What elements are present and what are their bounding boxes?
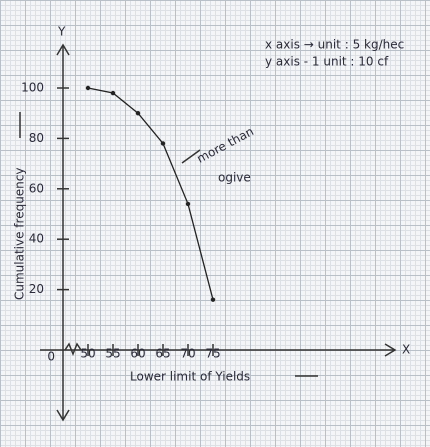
x-axis-arrow [384, 343, 397, 357]
x-tick-label: 60 [130, 347, 145, 361]
point [185, 201, 191, 207]
axis-break [64, 342, 82, 357]
y-tick-label: 60 [29, 181, 44, 195]
y-axis-arrow-down [56, 409, 70, 422]
x-tick-label: 70 [180, 347, 195, 361]
y-axis-letter: Y [57, 25, 66, 39]
annotation-arrow [181, 149, 201, 164]
annotation: ogive [218, 171, 251, 185]
y-tick-label: 20 [29, 282, 44, 296]
y-tick-label: 100 [21, 81, 44, 95]
scale-note: y axis - 1 unit : 10 cf [265, 55, 389, 69]
y-axis-label: Cumulative frequency [13, 168, 27, 301]
scale-note: x axis → unit : 5 kg/hec [265, 38, 404, 52]
annotation: more than [194, 124, 255, 166]
x-axis-label: Lower limit of Yields [130, 370, 250, 384]
point [110, 90, 116, 96]
point [210, 297, 216, 302]
y-tick-label: 80 [29, 131, 44, 145]
x-axis-letter: X [402, 343, 410, 357]
point [135, 111, 141, 116]
point [160, 141, 166, 146]
x-tick-label: 75 [205, 347, 220, 361]
y-axis-arrow [56, 43, 70, 56]
origin-label: 0 [47, 350, 55, 364]
x-tick-label: 55 [105, 347, 120, 361]
y-tick-label: 40 [29, 232, 44, 246]
point [85, 85, 91, 91]
x-tick-label: 50 [80, 347, 95, 361]
ogive-line [87, 87, 214, 300]
x-tick-label: 65 [155, 347, 170, 361]
